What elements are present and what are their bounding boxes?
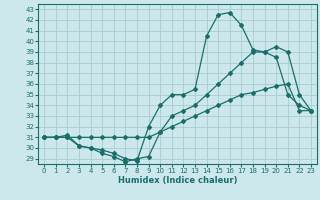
X-axis label: Humidex (Indice chaleur): Humidex (Indice chaleur) xyxy=(118,176,237,185)
